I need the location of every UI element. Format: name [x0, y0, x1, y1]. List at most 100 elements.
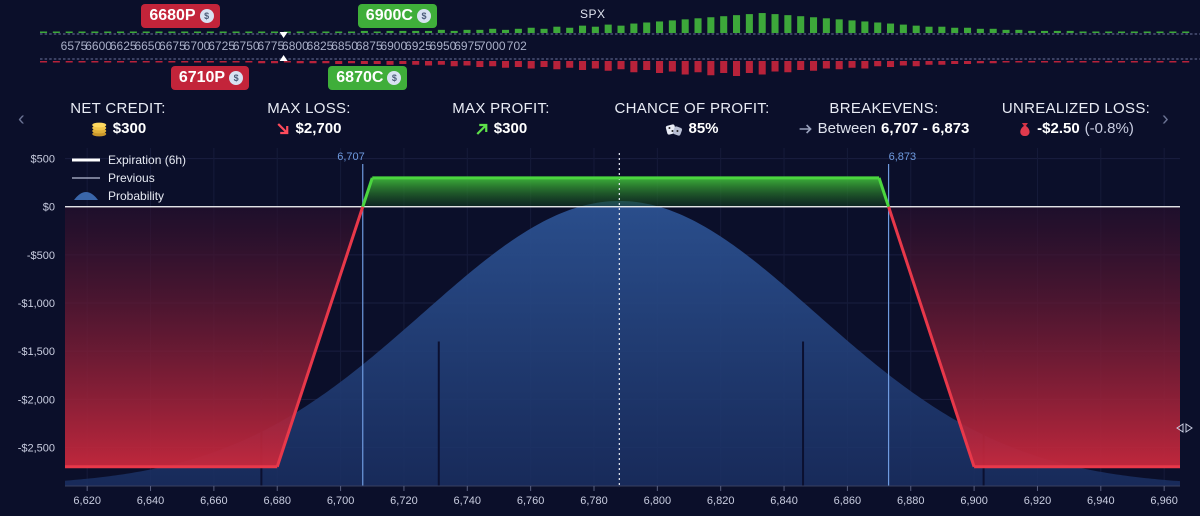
- ladder-tick: [941, 58, 945, 60]
- ladder-tick: [1116, 58, 1119, 60]
- ladder-tick: [1134, 33, 1138, 35]
- ladder-tick: [523, 33, 526, 35]
- put-volume-bar: [91, 61, 99, 63]
- ladder-tick: [1171, 33, 1175, 35]
- put-volume-bar: [245, 61, 253, 63]
- ladder-tick: [1171, 58, 1175, 60]
- put-volume-bar: [1130, 61, 1138, 63]
- ladder-tick: [794, 33, 797, 35]
- ladder-tick: [334, 58, 337, 60]
- next-arrow-icon[interactable]: ›: [1162, 108, 1169, 130]
- ladder-tick: [389, 58, 393, 60]
- ladder-tick: [122, 33, 126, 35]
- ladder-tick: [472, 58, 475, 60]
- call-volume-bar: [822, 18, 830, 33]
- ladder-tick: [739, 58, 742, 60]
- strike-label: 702: [507, 39, 527, 53]
- put-volume-bar: [1105, 61, 1113, 63]
- leg-badge-6680p[interactable]: 6680P $: [141, 4, 220, 28]
- leg-badge-6900c[interactable]: 6900C $: [357, 4, 437, 28]
- ladder-tick: [854, 58, 857, 60]
- probability-area: [65, 200, 1180, 487]
- ladder-tick: [863, 33, 866, 35]
- ladder-tick: [803, 58, 807, 60]
- ladder-tick: [265, 33, 268, 35]
- ladder-tick: [375, 58, 379, 60]
- ladder-tick: [486, 33, 489, 35]
- ladder-tick: [831, 33, 834, 35]
- ladder-tick: [633, 58, 636, 60]
- ladder-tick: [490, 33, 494, 35]
- strike-label: 6750: [233, 39, 260, 53]
- ladder-tick: [375, 33, 379, 35]
- put-volume-bar: [540, 61, 548, 67]
- strike-label: 7000: [479, 39, 506, 53]
- ladder-tick: [679, 33, 682, 35]
- ladder-tick: [210, 58, 213, 60]
- ladder-tick: [348, 58, 351, 60]
- ladder-tick: [918, 58, 922, 60]
- ladder-tick: [1139, 33, 1142, 35]
- leg-badge-6870c[interactable]: 6870C $: [328, 66, 408, 90]
- x-tick-label: 6,780: [580, 495, 608, 507]
- ladder-tick: [1190, 58, 1193, 60]
- ladder-tick: [435, 58, 439, 60]
- ladder-tick: [950, 58, 954, 60]
- call-volume-bar: [579, 25, 587, 33]
- ladder-tick: [776, 33, 779, 35]
- ladder-tick: [145, 33, 149, 35]
- ladder-tick: [854, 33, 857, 35]
- leg-badge-6710p[interactable]: 6710P $: [170, 66, 250, 90]
- call-volume-bar: [463, 29, 471, 33]
- put-volume-bar: [887, 61, 895, 67]
- ladder-tick: [237, 58, 241, 60]
- ladder-tick: [63, 58, 66, 60]
- ladder-tick: [366, 33, 370, 35]
- ladder-tick: [877, 33, 880, 35]
- payoff-chart-svg[interactable]: 6,707 6,873 $500 $0 -$500 -$1,000 -$1,500 -$2,0…: [0, 148, 1200, 511]
- ladder-tick: [500, 33, 503, 35]
- call-volume-bar: [155, 31, 163, 33]
- call-volume-bar: [938, 26, 946, 33]
- ladder-tick: [444, 33, 448, 35]
- ladder-tick: [1001, 33, 1004, 35]
- ladder-tick: [1185, 58, 1188, 60]
- ladder-tick: [90, 33, 94, 35]
- ladder-tick: [1065, 33, 1069, 35]
- call-volume-bar: [219, 31, 227, 33]
- ladder-tick: [996, 58, 1000, 60]
- x-tick-label: 6,820: [707, 495, 735, 507]
- ladder-tick: [513, 58, 517, 60]
- x-tick-label: 6,840: [770, 495, 798, 507]
- ladder-tick: [964, 58, 968, 60]
- ladder-tick: [463, 58, 466, 60]
- call-volume-bar: [206, 31, 214, 33]
- ladder-tick: [86, 58, 89, 60]
- call-volume-bar: [617, 25, 625, 33]
- ladder-tick: [1121, 33, 1124, 35]
- ladder-tick: [891, 33, 894, 35]
- ladder-tick: [1019, 58, 1023, 60]
- call-volume-bar: [1002, 29, 1010, 33]
- payoff-chart[interactable]: 6,707 6,873 $500 $0 -$500 -$1,000 -$1,500 -$2,0…: [0, 148, 1200, 511]
- ladder-tick: [559, 33, 563, 35]
- call-volume-bar: [976, 28, 984, 33]
- prev-arrow-icon[interactable]: ‹: [18, 108, 25, 130]
- y-tick-label: -$500: [27, 250, 55, 262]
- ladder-tick: [743, 33, 747, 35]
- strike-ladder[interactable]: 6575 6600 6625 6650 6675 6700 6725 6750 6775 6800…: [0, 0, 1200, 95]
- ladder-tick: [518, 33, 521, 35]
- put-volume-bar: [1041, 61, 1049, 63]
- ladder-tick: [104, 58, 107, 60]
- ladder-tick: [1024, 33, 1027, 35]
- x-tick-label: 6,880: [897, 495, 925, 507]
- ladder-tick: [385, 33, 388, 35]
- max-profit-value: $300: [493, 120, 528, 137]
- call-volume-bar: [810, 17, 818, 33]
- put-volume-bar: [194, 61, 202, 63]
- ladder-tick: [619, 58, 623, 60]
- payoff-line-segment: [361, 177, 374, 208]
- put-volume-bar: [360, 61, 368, 64]
- ladder-tick: [86, 33, 89, 35]
- put-volume-bar: [514, 61, 522, 67]
